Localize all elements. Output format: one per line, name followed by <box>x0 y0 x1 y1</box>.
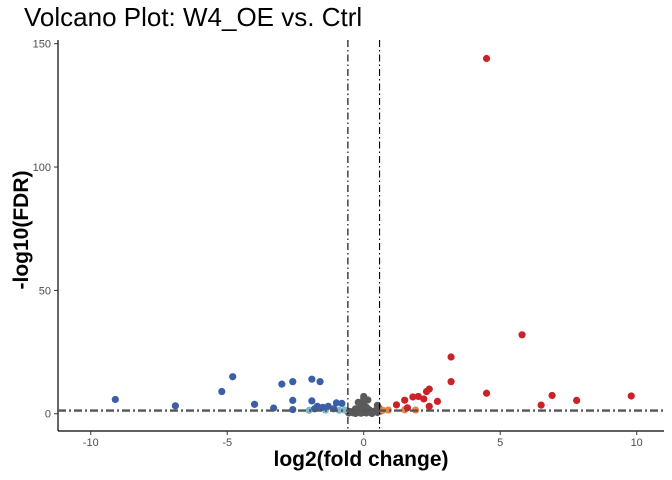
data-point-down-weak <box>335 406 343 414</box>
data-point-down-strong <box>338 399 346 407</box>
data-point-down-strong <box>111 395 119 404</box>
data-point-down-strong <box>171 402 179 410</box>
data-point-down-weak <box>341 406 349 414</box>
data-point-up-strong <box>401 396 409 404</box>
data-point-up-strong <box>482 54 491 63</box>
threshold-lines <box>58 40 664 431</box>
data-point-down-strong <box>319 403 327 411</box>
data-point-up-strong <box>627 392 635 400</box>
data-point-down-strong <box>289 396 297 405</box>
x-tick-label: 5 <box>497 437 503 449</box>
data-point-up-strong <box>447 353 455 361</box>
data-point-up-strong <box>433 397 442 405</box>
x-axis-label: log2(fold change) <box>273 448 449 471</box>
x-tick-label: -10 <box>83 437 99 449</box>
data-point-up-strong <box>447 378 455 386</box>
data-point-down-strong <box>308 375 316 383</box>
data-point-up-strong <box>414 392 422 401</box>
data-point-up-strong <box>392 401 401 409</box>
data-point-down-strong <box>229 373 237 381</box>
x-tick-label: 0 <box>361 437 367 449</box>
data-point-up-strong <box>537 401 545 409</box>
data-point-not-significant <box>362 403 371 411</box>
x-tick-label: 10 <box>631 437 643 449</box>
data-point-not-significant <box>354 398 362 406</box>
data-points <box>111 54 635 418</box>
data-point-up-strong <box>518 331 526 339</box>
data-point-up-weak <box>384 406 392 414</box>
data-point-down-strong <box>316 378 324 386</box>
data-point-up-strong <box>425 402 433 410</box>
data-point-up-strong <box>420 395 428 403</box>
data-point-up-strong <box>573 396 581 405</box>
data-point-up-strong <box>403 404 412 412</box>
x-tick-label: -5 <box>222 437 232 449</box>
y-tick-label: 0 <box>45 409 51 421</box>
data-point-down-strong <box>308 397 316 405</box>
data-point-down-strong <box>289 405 297 414</box>
data-point-not-significant <box>353 408 361 416</box>
data-point-down-strong <box>218 387 226 396</box>
data-point-down-strong <box>278 380 286 388</box>
data-point-down-strong <box>324 402 332 410</box>
y-tick-label: 100 <box>33 162 51 174</box>
y-tick-label: 50 <box>39 285 51 297</box>
data-point-up-strong <box>409 393 417 401</box>
data-point-down-strong <box>332 399 341 407</box>
chart-title: Volcano Plot: W4_OE vs. Ctrl <box>24 2 363 32</box>
y-tick-label: 150 <box>33 39 51 51</box>
data-point-up-strong <box>422 387 431 396</box>
data-point-down-strong <box>289 378 297 386</box>
data-point-up-strong <box>548 391 556 400</box>
data-point-down-strong <box>250 400 259 408</box>
data-point-not-significant <box>364 396 372 404</box>
data-point-up-strong <box>482 389 491 397</box>
